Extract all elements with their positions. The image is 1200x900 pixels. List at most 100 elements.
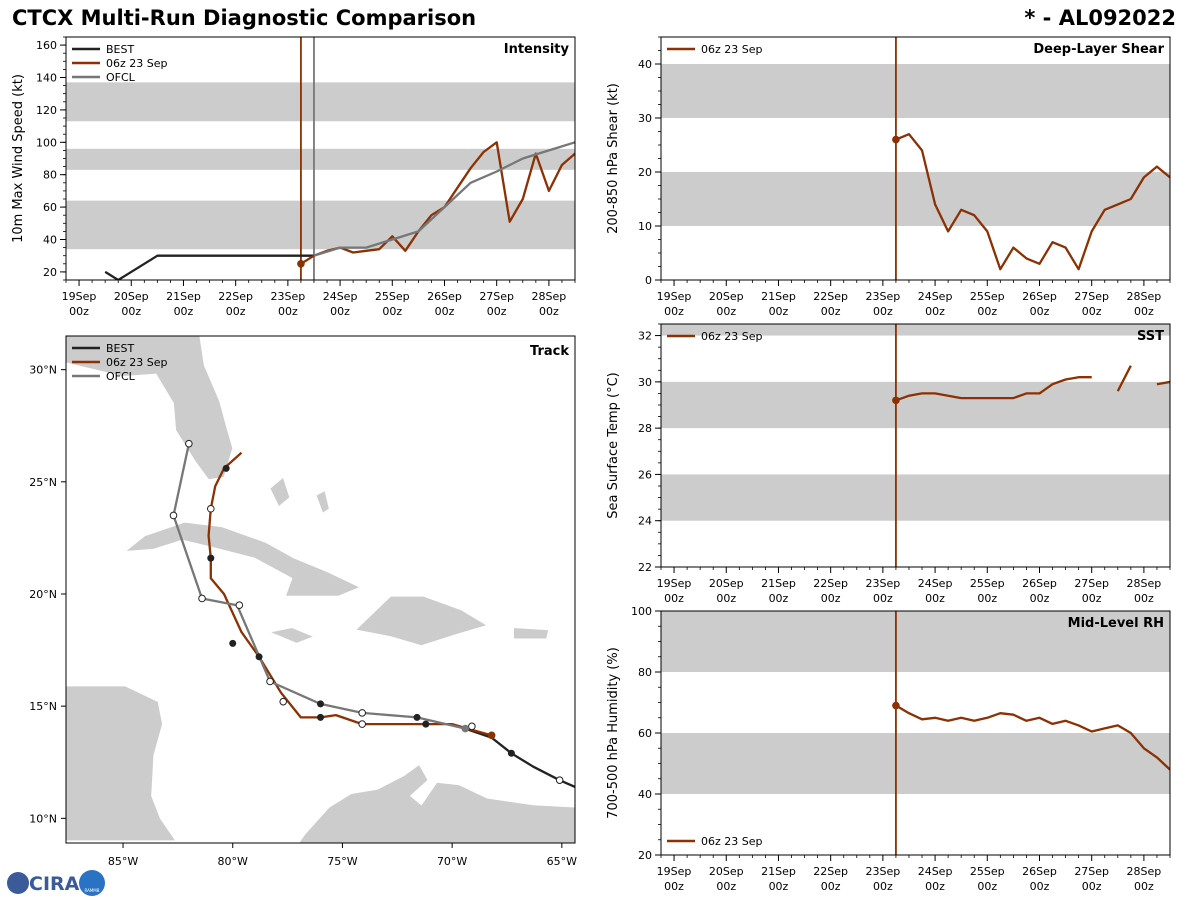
track-lat-label: 25°N [29,476,57,489]
intensity-x-tick-label-hour: 00z [382,305,402,318]
rh-x-tick-label-hour: 00z [1134,880,1154,893]
intensity-x-tick-label-hour: 00z [487,305,507,318]
shear-x-tick-label-hour: 00z [1030,305,1050,318]
intensity-x-tick-label-day: 25Sep [375,290,410,303]
shear-x-tick-label-hour: 00z [1082,305,1102,318]
track-ofcl-init-point [461,724,470,733]
intensity-y-tick-label: 80 [43,169,57,182]
sst-x-tick-label-hour: 00z [925,592,945,605]
track-lon-label: 70°W [437,855,467,868]
track-hollow-marker [169,511,178,520]
track-init-point [487,731,496,740]
sst-x-tick-label-hour: 00z [664,592,684,605]
intensity-x-tick-label-day: 19Sep [62,290,97,303]
sst-x-tick-label-day: 21Sep [761,577,796,590]
sst-panel-title: SST [1137,329,1164,344]
shear-x-tick-label-hour: 00z [821,305,841,318]
shear-x-tick-label-day: 24Sep [918,290,953,303]
jamaica-landmass [268,627,315,644]
track-hollow-marker [207,504,215,513]
track-lon-label: 85°W [108,855,138,868]
shear-band-1 [661,64,1170,118]
sst-x-tick-label-hour: 00z [769,592,789,605]
sst-x-tick-label-day: 20Sep [709,577,744,590]
intensity-y-axis-label: 10m Max Wind Speed (kt) [11,74,26,243]
track-hollow-marker [185,439,193,448]
storm-id: * - AL092022 [1024,6,1176,30]
sst-x-tick-label-day: 27Sep [1074,577,1109,590]
track-legend-label: OFCL [106,370,136,383]
shear-x-tick-label-hour: 00z [664,305,684,318]
track-filled-marker [222,464,230,472]
intensity-x-tick-label-day: 22Sep [218,290,253,303]
rh-series-group [892,701,1170,771]
rh-y-tick-label: 40 [638,788,652,801]
intensity-x-tick-label-day: 21Sep [166,290,201,303]
shear-panel: 0 10 20 30 40 19Sep 00z 20Sep 00z 21Sep 00z 22Sep 00… [606,36,1171,318]
rh-x-tick-label-hour: 00z [977,880,997,893]
rh-series-06z-23-sep-line-0 [895,704,1170,771]
track-map-group [66,336,575,843]
intensity-series-group [104,141,575,280]
track-hollow-marker [279,697,288,706]
track-panel: 85°W 80°W 75°W 70°W 65°W 10°N 15°N 20°N 25°N 30°N… [29,335,577,868]
rh-x-tick-label-hour: 00z [1030,880,1050,893]
intensity-init-point [297,260,305,268]
shear-legend-label: 06z 23 Sep [701,43,763,56]
track-lon-label: 75°W [327,855,357,868]
shear-y-tick-label: 0 [645,274,652,287]
track-legend-label: BEST [106,342,134,355]
sst-x-tick-label-day: 28Sep [1127,577,1162,590]
intensity-legend-label: OFCL [106,71,136,84]
intensity-y-tick-label: 20 [43,266,57,279]
sst-series-06z-23-sep-line-2 [1156,380,1170,386]
intensity-x-tick-label-hour: 00z [330,305,350,318]
shear-x-tick-label-day: 28Sep [1127,290,1162,303]
track-legend-label: 06z 23 Sep [106,356,168,369]
sst-series-06z-23-sep-line-1 [1116,365,1132,392]
shear-panel-title: Deep-Layer Shear [1033,42,1164,57]
track-hollow-marker [358,720,366,728]
shear-x-tick-label-hour: 00z [716,305,736,318]
sst-y-tick-label: 32 [638,330,652,343]
sst-frame [660,323,1171,568]
sst-y-tick-label: 30 [638,376,652,389]
intensity-series-06z-23-sep-line-0 [300,141,575,265]
sst-y-tick-label: 26 [638,468,652,481]
shear-x-tick-label-day: 20Sep [709,290,744,303]
track-hollow-marker [266,677,274,686]
intensity-series-ofcl-line-0 [313,141,575,257]
shear-x-tick-label-day: 19Sep [657,290,692,303]
rh-band-0 [661,733,1170,794]
sst-band-1 [661,381,1170,429]
rammb-emblem-icon [79,870,105,896]
rh-band-1 [661,611,1170,672]
intensity-x-tick-label-hour: 00z [226,305,246,318]
track-lat-label: 15°N [29,700,57,713]
shear-init-point [892,135,900,144]
rh-x-tick-label-day: 25Sep [970,865,1005,878]
sst-legend-label: 06z 23 Sep [701,330,763,343]
intensity-x-tick-label-day: 20Sep [114,290,149,303]
intensity-x-tick-label-hour: 00z [174,305,194,318]
rh-x-tick-label-day: 23Sep [866,865,901,878]
track-filled-marker [317,700,324,708]
intensity-legend-label: 06z 23 Sep [106,57,168,70]
shear-x-tick-label-day: 22Sep [813,290,848,303]
intensity-x-tick-label-hour: 00z [435,305,455,318]
track-best-marker [507,749,515,757]
rh-x-tick-label-hour: 00z [664,880,684,893]
shear-series-06z-23-sep-line-0 [895,133,1170,271]
shear-x-tick-label-day: 21Sep [761,290,796,303]
cira-logo: CIRA RAMMB [7,870,105,896]
rh-y-tick-label: 20 [638,849,652,862]
intensity-x-tick-label-day: 23Sep [271,290,306,303]
puerto-rico-landmass [513,627,550,640]
track-lon-label: 80°W [218,855,248,868]
intensity-y-tick-label: 40 [43,234,57,247]
shear-x-tick-label-hour: 00z [925,305,945,318]
intensity-y-tick-label: 60 [43,201,57,214]
intensity-x-tick-label-day: 24Sep [323,290,358,303]
intensity-x-tick-label-day: 27Sep [479,290,514,303]
south-america-landmass [286,763,575,843]
